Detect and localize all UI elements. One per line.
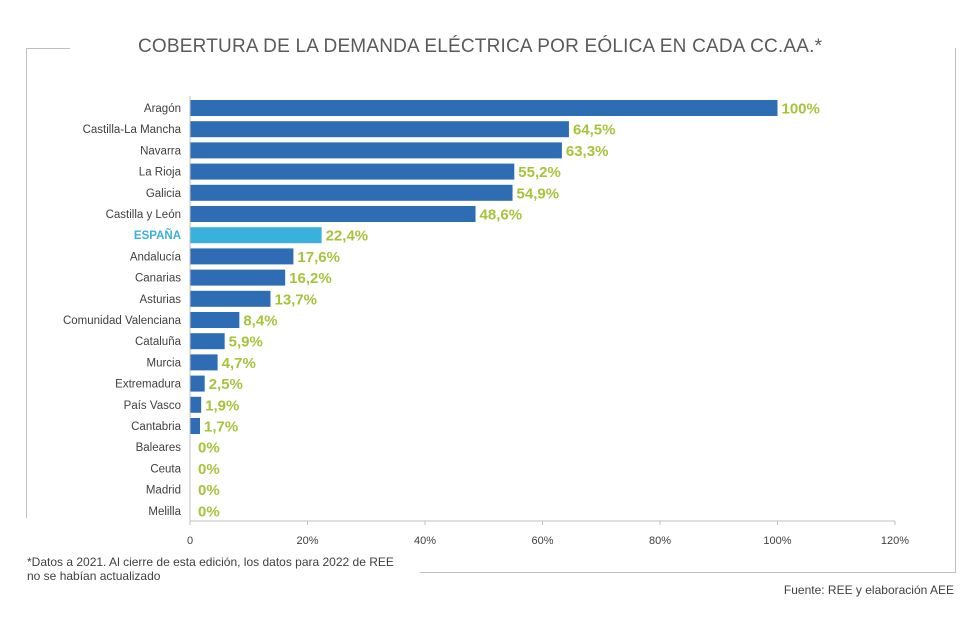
category-label-0: Aragón <box>144 103 181 115</box>
footnote: *Datos a 2021. Al cierre de esta edición… <box>27 555 394 583</box>
x-tick-label-5: 100% <box>763 535 791 547</box>
value-label-5: 48,6% <box>480 207 523 224</box>
category-label-1: Castilla-La Mancha <box>83 124 182 136</box>
value-label-3: 55,2% <box>518 164 561 181</box>
bar-6 <box>190 227 322 244</box>
frame-line-right <box>955 48 956 573</box>
value-label-6: 22,4% <box>326 228 369 245</box>
bar-5 <box>190 206 476 222</box>
category-label-13: Extremadura <box>115 379 181 391</box>
x-tick-label-4: 80% <box>649 535 671 547</box>
frame-line-bottom <box>420 572 956 573</box>
bar-4 <box>190 184 513 201</box>
category-label-18: Madrid <box>146 485 181 497</box>
category-label-4: Galicia <box>146 188 182 200</box>
value-label-18: 0% <box>198 482 220 499</box>
value-label-0: 100% <box>782 101 820 118</box>
category-label-15: Cantabria <box>131 421 181 433</box>
bar-14 <box>190 396 202 413</box>
value-label-1: 64,5% <box>573 122 616 139</box>
value-label-16: 0% <box>198 440 220 457</box>
value-label-7: 17,6% <box>297 249 340 266</box>
category-label-17: Ceuta <box>150 463 181 475</box>
x-tick-label-1: 20% <box>296 535 318 547</box>
category-labels-group: Aragón Castilla-La Mancha Navarra La Rioja G… <box>63 103 182 518</box>
x-tick-label-6: 120% <box>881 535 909 547</box>
value-label-17: 0% <box>198 461 220 478</box>
bar-8 <box>190 269 286 286</box>
category-label-14: País Vasco <box>124 400 181 412</box>
x-axis-group: 0 20% 40% 60% 80% 100% 120% <box>187 96 909 547</box>
bars-group <box>190 100 778 434</box>
category-label-12: Murcia <box>146 357 181 369</box>
bar-1 <box>190 121 569 138</box>
value-label-10: 8,4% <box>243 313 277 330</box>
value-label-19: 0% <box>198 503 220 520</box>
category-label-11: Cataluña <box>135 336 182 348</box>
x-tick-label-2: 40% <box>414 535 436 547</box>
bar-15 <box>190 418 200 434</box>
value-label-15: 1,7% <box>204 419 238 436</box>
category-label-2: Navarra <box>140 145 182 157</box>
bar-13 <box>190 375 205 392</box>
bar-3 <box>190 163 515 180</box>
category-label-16: Baleares <box>136 442 182 454</box>
value-label-9: 13,7% <box>274 291 317 308</box>
category-label-5: Castilla y León <box>106 209 181 221</box>
value-label-12: 4,7% <box>222 355 256 372</box>
value-label-11: 5,9% <box>229 334 263 351</box>
bar-10 <box>190 312 240 328</box>
category-label-7: Andalucía <box>130 251 182 263</box>
bar-11 <box>190 333 225 350</box>
chart-title: COBERTURA DE LA DEMANDA ELÉCTRICA POR EÓ… <box>138 36 823 57</box>
x-tick-label-0: 0 <box>187 535 193 547</box>
value-labels-group: 100% 64,5% 63,3% 55,2% 54,9% 48,6% 22,4% 17,6% 1… <box>198 101 820 521</box>
category-label-10: Comunidad Valenciana <box>63 315 182 327</box>
value-label-14: 1,9% <box>205 397 239 414</box>
category-label-19: Melilla <box>148 506 181 518</box>
value-label-8: 16,2% <box>289 270 332 287</box>
category-label-9: Asturias <box>139 294 181 306</box>
frame-line-top-left <box>26 48 70 49</box>
category-label-8: Canarias <box>135 273 181 285</box>
bar-2 <box>190 142 562 159</box>
value-label-4: 54,9% <box>517 185 560 202</box>
source-note: Fuente: REE y elaboración AEE <box>783 583 954 597</box>
bar-0 <box>190 100 778 116</box>
category-label-3: La Rioja <box>139 167 182 179</box>
bar-12 <box>190 354 218 371</box>
bar-7 <box>190 248 294 265</box>
value-label-2: 63,3% <box>566 143 609 160</box>
frame-line-left <box>26 48 27 518</box>
x-tick-label-3: 60% <box>531 535 553 547</box>
value-label-13: 2,5% <box>209 376 243 393</box>
category-label-6: ESPAÑA <box>134 229 181 242</box>
bar-9 <box>190 290 271 307</box>
